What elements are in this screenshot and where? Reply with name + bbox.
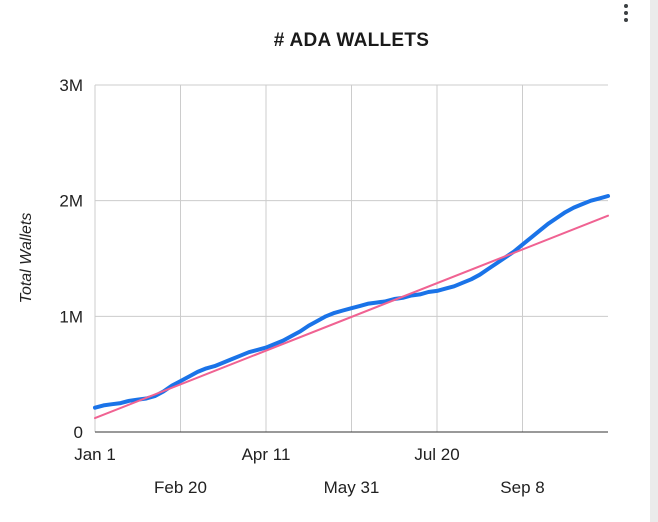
series-trendline	[94, 214, 609, 420]
x-tick-label: Sep 8	[500, 478, 544, 497]
kebab-dot	[624, 4, 628, 8]
series-total-wallets	[93, 194, 610, 410]
x-tick-label: Apr 11	[242, 445, 291, 464]
x-tick-label: Feb 20	[154, 478, 207, 497]
x-tick-label: Jan 1	[74, 445, 116, 464]
chart-title: # ADA WALLETS	[273, 30, 430, 51]
kebab-dot	[624, 18, 628, 22]
kebab-dot	[624, 11, 628, 15]
y-tick-label: 3M	[59, 76, 83, 95]
scrollbar-track[interactable]	[650, 0, 658, 522]
y-tick-label: 0	[74, 423, 83, 442]
y-tick-label: 2M	[59, 192, 83, 211]
x-tick-label: May 31	[324, 478, 380, 497]
kebab-menu-icon[interactable]	[614, 0, 638, 26]
x-tick-label: Jul 20	[414, 445, 459, 464]
y-tick-label: 1M	[59, 307, 83, 326]
